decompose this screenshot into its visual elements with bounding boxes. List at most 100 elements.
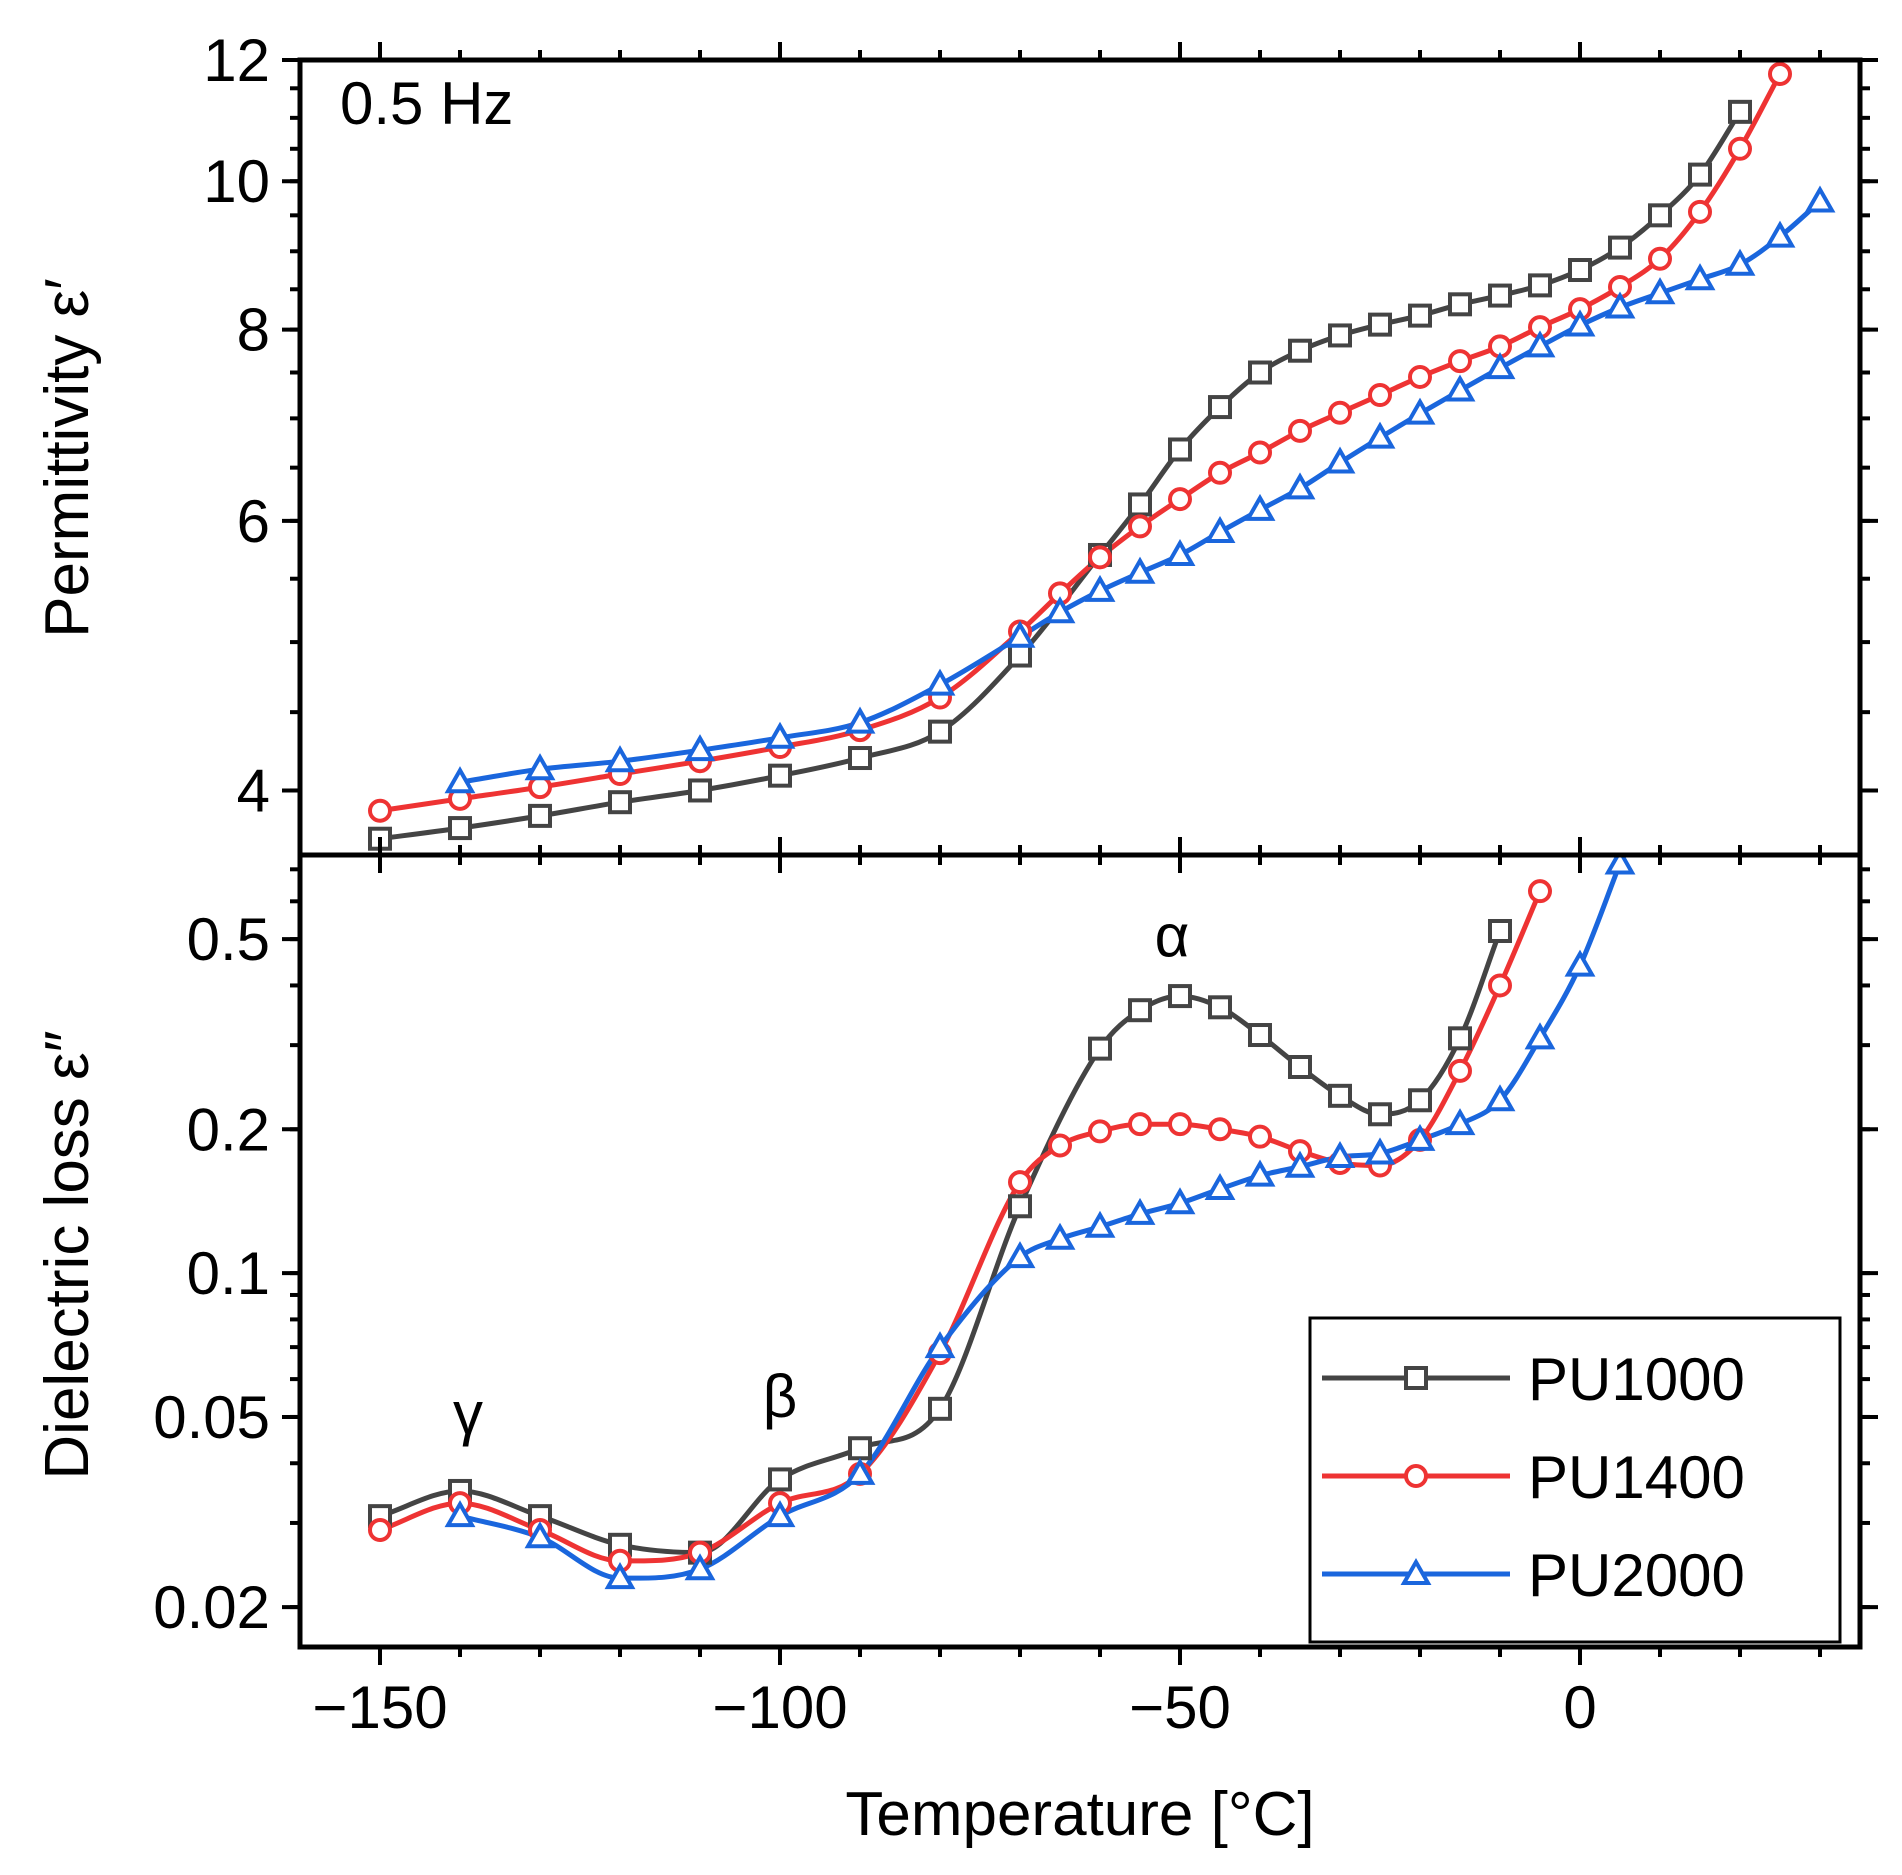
- dielectric-loss-pu2000-point: [1124, 1197, 1156, 1225]
- permittivity-pu1000-point: [1608, 235, 1632, 260]
- annotation-0-5-hz: 0.5 Hz: [340, 70, 513, 137]
- dielectric-loss-pu1400-point: [368, 1517, 392, 1542]
- permittivity-pu2000-point: [1804, 185, 1836, 213]
- dielectric-loss-y-tick-label: 0.2: [187, 1096, 270, 1163]
- permittivity-pu2000-point: [1564, 309, 1596, 337]
- permittivity-pu1000-line: [379, 110, 1743, 842]
- permittivity-pu1400-point: [1128, 514, 1152, 539]
- bottom-y-axis-label: Dielectric loss ε″: [33, 1030, 102, 1479]
- permittivity-pu1400-point: [1208, 460, 1232, 485]
- dielectric-loss-pu2000-point: [1404, 1123, 1436, 1151]
- dielectric-loss-y-tick-label: 0.1: [187, 1240, 270, 1307]
- permittivity-pu2000-point: [1484, 352, 1516, 380]
- permittivity-pu2000-point: [684, 734, 716, 762]
- permittivity-pu1400-point: [368, 798, 392, 823]
- permittivity-pu1000-point: [1568, 258, 1592, 283]
- permittivity-pu1400-line: [379, 72, 1783, 814]
- annotation-: γ: [453, 1380, 483, 1447]
- permittivity-pu2000-point: [1604, 291, 1636, 319]
- top-y-axis-label: Permittivity ε′: [33, 278, 102, 638]
- dielectric-loss-pu1000-point: [1208, 995, 1232, 1020]
- permittivity-pu1000-point: [848, 746, 872, 771]
- dielectric-loss-pu1400-point: [1208, 1117, 1232, 1142]
- dielectric-loss-pu1400-line: [379, 890, 1543, 1564]
- dielectric-loss-pu1000-point: [848, 1436, 872, 1461]
- dielectric-loss-y-tick-label: 0.05: [153, 1384, 270, 1451]
- dielectric-loss-pu2000-point: [1284, 1150, 1316, 1178]
- permittivity-y-tick-label: 8: [237, 297, 270, 364]
- permittivity-pu1400-point: [1768, 61, 1792, 86]
- dielectric-loss-pu1000-point: [1408, 1088, 1432, 1113]
- dielectric-loss-pu1000-point: [1168, 984, 1192, 1009]
- dielectric-loss-pu1000-point: [768, 1467, 792, 1492]
- permittivity-pu1000-point: [448, 816, 472, 841]
- permittivity-pu1400-point: [1168, 487, 1192, 512]
- permittivity-y-tick-label: 6: [237, 488, 270, 555]
- permittivity-pu2000-point: [1364, 421, 1396, 449]
- permittivity-pu1400-point: [1368, 383, 1392, 408]
- dielectric-loss-pu1400-point: [1088, 1119, 1112, 1144]
- legend-label-pu1400: PU1400: [1528, 1444, 1745, 1511]
- permittivity-pu1400-point: [1648, 246, 1672, 271]
- legend-label-pu2000: PU2000: [1528, 1542, 1745, 1609]
- dielectric-loss-pu2000-point: [1604, 855, 1636, 875]
- dielectric-loss-pu2000-point: [1324, 1140, 1356, 1168]
- dielectric-loss-pu1000-point: [1328, 1083, 1352, 1108]
- permittivity-pu1000-point: [1448, 292, 1472, 317]
- dielectric-loss-pu1400-point: [1128, 1112, 1152, 1137]
- dielectric-loss-pu2000-point: [1364, 1137, 1396, 1165]
- plot-layer: 0.5 Hz γ β α: [340, 61, 1836, 1590]
- permittivity-pu1000-point: [1688, 162, 1712, 187]
- dielectric-loss-pu2000-point: [444, 1500, 476, 1528]
- permittivity-y-tick-label: 12: [203, 27, 270, 94]
- permittivity-pu2000-point: [1324, 446, 1356, 474]
- dielectric-loss-pu2000-point: [1444, 1108, 1476, 1136]
- dielectric-loss-pu1000-point: [928, 1396, 952, 1421]
- dielectric-loss-pu1400-point: [1488, 973, 1512, 998]
- dielectric-loss-pu2000-point: [1564, 949, 1596, 977]
- permittivity-pu1400-point: [1408, 364, 1432, 389]
- permittivity-pu2000-point: [1044, 596, 1076, 624]
- annotation-: β: [763, 1363, 798, 1430]
- legend-box: [1308, 1316, 1842, 1644]
- dielectric-loss-pu2000-point: [1524, 1022, 1556, 1050]
- dielectric-loss-y-tick-label: 0.02: [153, 1574, 270, 1641]
- permittivity-pu1400-point: [1728, 136, 1752, 161]
- tick-layer: 4 6 8 10 12 0.02 0.05 0.1 0.2 0.5 −150 −100 −50 0: [153, 27, 1878, 1741]
- permittivity-pu1000-point: [608, 790, 632, 815]
- permittivity-pu2000-point: [604, 745, 636, 773]
- dielectric-loss-pu2000-point: [1004, 1241, 1036, 1269]
- permittivity-pu2000-point: [764, 721, 796, 749]
- dielectric-loss-pu2000-point: [1044, 1222, 1076, 1250]
- dielectric-loss-pu1000-point: [1368, 1102, 1392, 1127]
- permittivity-pu2000-point: [1404, 397, 1436, 425]
- dielectric-loss-pu2000-point: [1204, 1172, 1236, 1200]
- legend-marker-pu2000: [1400, 1557, 1432, 1585]
- panel-frames: [297, 57, 1863, 1650]
- permittivity-pu1000-point: [1288, 338, 1312, 363]
- dielectric-loss-pu1000-point: [1488, 918, 1512, 943]
- dielectric-loss-series: [368, 855, 1636, 1590]
- permittivity-pu1000-point: [1728, 99, 1752, 124]
- permittivity-pu1000-point: [768, 763, 792, 788]
- permittivity-pu1000-point: [1328, 323, 1352, 348]
- dielectric-loss-pu2000-point: [684, 1553, 716, 1581]
- permittivity-pu1400-point: [1088, 545, 1112, 570]
- x-axis-label: Temperature [°C]: [845, 1780, 1314, 1849]
- permittivity-pu2000-point: [1644, 277, 1676, 305]
- dielectric-loss-pu1400-point: [1528, 879, 1552, 904]
- bottom-panel-frame: [297, 852, 1863, 1650]
- permittivity-pu2000-point: [1084, 574, 1116, 602]
- dielectric-loss-pu1000-point: [1008, 1194, 1032, 1219]
- dielectric-loss-pu1000-point: [1248, 1023, 1272, 1048]
- top-panel-frame: [297, 57, 1863, 858]
- legend-entries: PU1000 PU1400 PU2000: [1322, 1346, 1745, 1609]
- permittivity-pu1400-point: [1448, 349, 1472, 374]
- x-tick-label: −100: [712, 1674, 847, 1741]
- dielectric-loss-pu2000-point: [524, 1521, 556, 1549]
- permittivity-pu2000-point: [1004, 620, 1036, 648]
- x-tick-label: 0: [1563, 1674, 1596, 1741]
- permittivity-pu2000-point: [1244, 493, 1276, 521]
- dielectric-loss-pu1400-point: [1448, 1058, 1472, 1083]
- permittivity-pu2000-point: [1724, 248, 1756, 276]
